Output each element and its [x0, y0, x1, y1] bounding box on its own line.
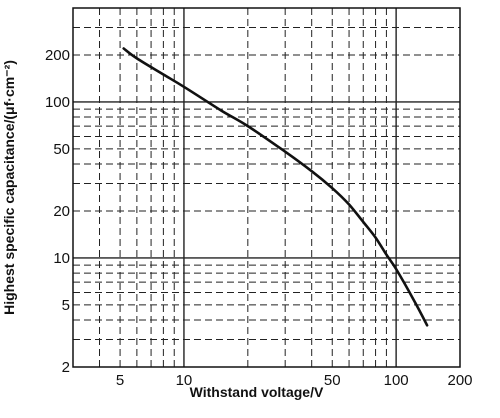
- y-tick-label: 100: [45, 94, 70, 111]
- y-minor-gridlines: [73, 26, 460, 368]
- x-tick-labels: 5 10 50 100 200: [116, 372, 473, 389]
- plot-frame: [72, 7, 461, 368]
- x-tick-label: 10: [176, 372, 193, 389]
- x-tick-label: 5: [116, 372, 124, 389]
- x-tick-label: 50: [324, 372, 341, 389]
- y-tick-label: 10: [53, 250, 70, 267]
- y-tick-label: 5: [62, 297, 70, 314]
- y-tick-label: 20: [53, 203, 70, 220]
- x-axis-label: Withstand voltage/V: [190, 384, 324, 400]
- x-tick-label: 100: [384, 372, 409, 389]
- series-line: [122, 47, 429, 327]
- y-tick-labels: 2 5 10 20 50 100 200: [45, 47, 70, 376]
- y-tick-label: 2: [62, 359, 70, 376]
- y-tick-label: 200: [45, 47, 70, 64]
- y-major-gridlines: [73, 101, 460, 259]
- y-tick-label: 50: [53, 141, 70, 158]
- x-major-gridlines: [183, 8, 397, 367]
- x-tick-label: 200: [447, 372, 472, 389]
- y-axis-label: Highest specific capacitance/(μf·cm⁻²): [1, 60, 17, 315]
- x-minor-gridlines: [72, 8, 387, 367]
